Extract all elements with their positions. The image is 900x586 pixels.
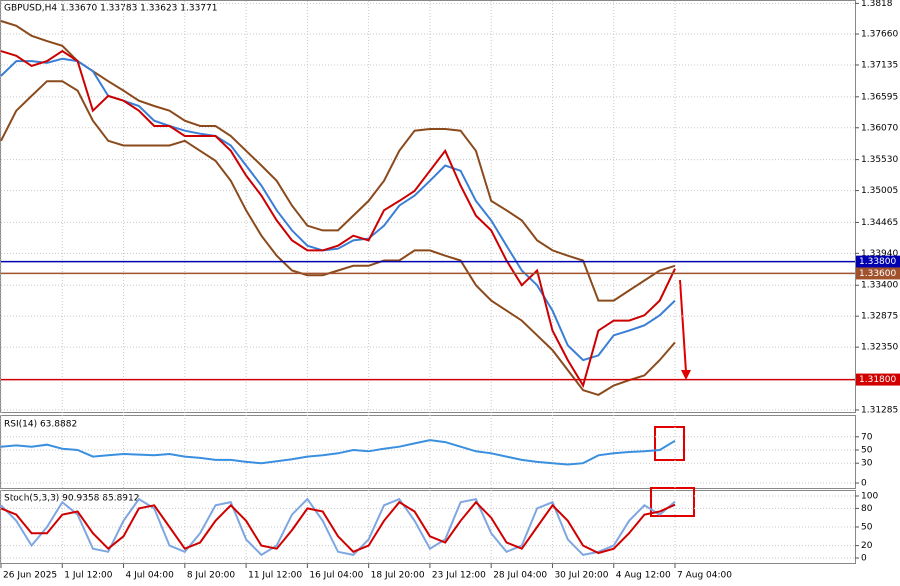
price-panel <box>0 0 856 413</box>
y-tick-label: 1.33400 <box>861 281 898 291</box>
level-label: 1.33800 <box>859 257 896 267</box>
x-tick-label: 18 Jul 20:00 <box>371 571 425 581</box>
x-tick-label: 23 Jul 12:00 <box>432 571 486 581</box>
y-tick-label: 1.37660 <box>861 30 898 40</box>
x-tick-label: 1 Jul 12:00 <box>64 571 113 581</box>
highlight-box <box>654 426 685 461</box>
arrow-head <box>681 370 691 380</box>
y-tick-label: 1.36595 <box>861 92 898 102</box>
y-tick-label: 1.34465 <box>861 218 898 228</box>
x-tick-label: 8 Jul 20:00 <box>187 571 236 581</box>
y-tick-label: 50 <box>861 523 873 533</box>
level-label-box <box>856 255 900 268</box>
y-tick-label: 1.33940 <box>861 249 898 259</box>
x-tick-label: 11 Jul 12:00 <box>248 571 302 581</box>
symbol-header: GBPUSD,H4 1.33670 1.33783 1.33623 1.3377… <box>4 4 217 14</box>
y-tick-label: 80 <box>861 504 873 514</box>
y-tick-label: 1.37135 <box>861 60 898 70</box>
level-label-box <box>856 267 900 280</box>
x-tick-label: 30 Jul 20:00 <box>554 571 608 581</box>
highlight-box <box>650 487 695 517</box>
series-line <box>0 80 676 396</box>
x-tick-label: 26 Jun 2025 <box>3 571 57 581</box>
series-line <box>0 497 676 557</box>
y-tick-label: 1.35005 <box>861 186 898 196</box>
stoch-title: Stoch(5,3,3) 90.9358 85.8912 <box>4 494 139 504</box>
level-label: 1.31800 <box>859 375 896 385</box>
y-tick-label: 70 <box>861 432 873 442</box>
level-label-box <box>856 373 900 386</box>
y-tick-label: 30 <box>861 459 873 469</box>
series-line <box>0 439 676 466</box>
y-tick-label: 20 <box>861 541 873 551</box>
y-tick-label: 1.35530 <box>861 155 898 165</box>
series-line <box>0 49 676 389</box>
x-tick-label: 4 Aug 12:00 <box>616 571 671 581</box>
level-label: 1.33600 <box>859 269 896 279</box>
y-tick-label: 1.3818 <box>861 0 893 9</box>
y-tick-label: 100 <box>861 492 878 502</box>
y-tick-label: 1.36070 <box>861 123 898 133</box>
arrow-shaft <box>679 279 687 373</box>
rsi-title: RSI(14) 63.8882 <box>4 420 77 430</box>
y-tick-label: 0 <box>861 479 867 489</box>
y-tick-label: 1.32875 <box>861 312 898 322</box>
x-tick-label: 28 Jul 04:00 <box>493 571 547 581</box>
series-line <box>0 500 676 555</box>
x-tick-label: 16 Jul 04:00 <box>309 571 363 581</box>
y-tick-label: 50 <box>861 446 873 456</box>
x-tick-label: 7 Aug 04:00 <box>677 571 732 581</box>
y-tick-label: 1.32350 <box>861 343 898 353</box>
x-tick-label: 4 Jul 04:00 <box>126 571 175 581</box>
y-tick-label: 0 <box>861 554 867 564</box>
series-line <box>0 20 676 302</box>
y-tick-label: 1.31285 <box>861 405 898 415</box>
